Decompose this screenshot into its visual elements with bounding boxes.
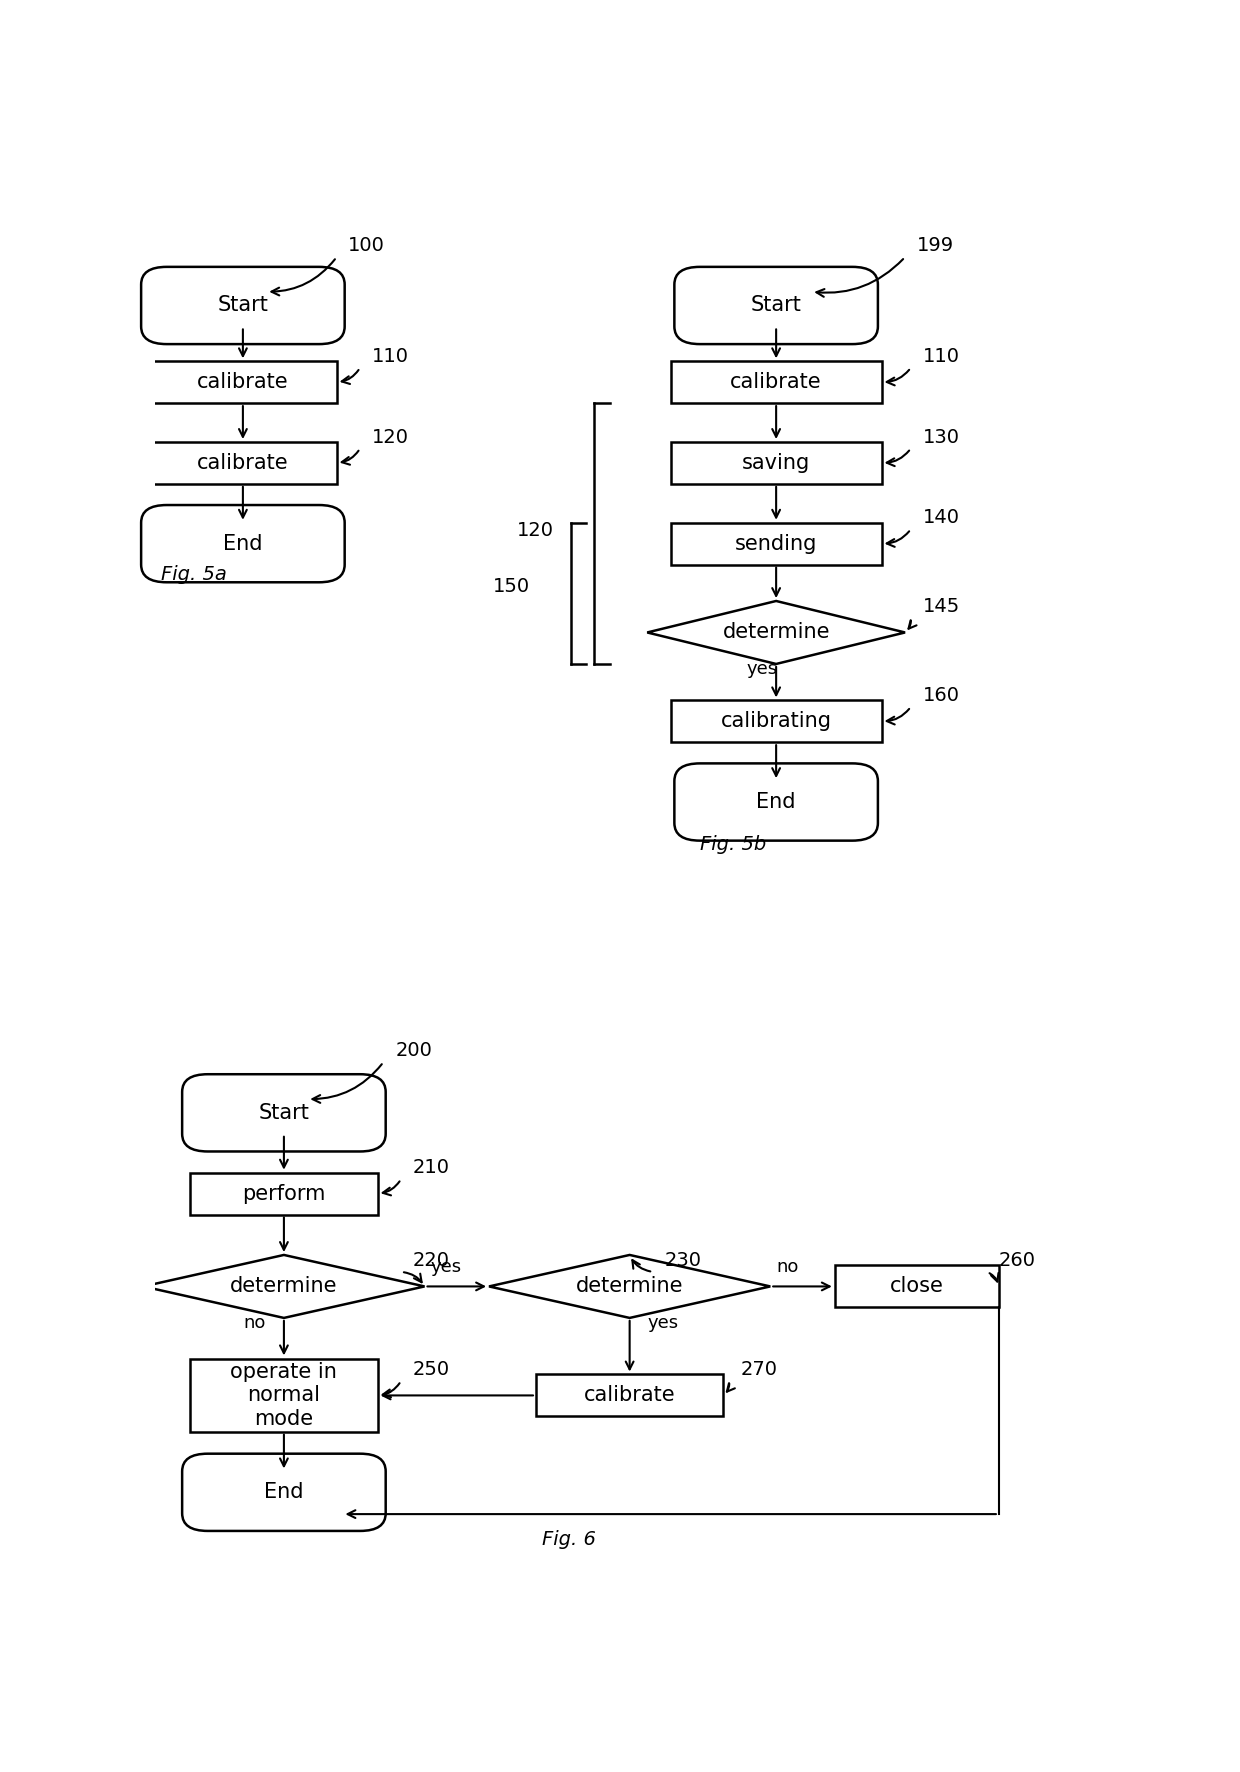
- Text: yes: yes: [430, 1258, 461, 1276]
- Text: no: no: [776, 1258, 799, 1276]
- Text: End: End: [264, 1483, 304, 1503]
- Text: calibrate: calibrate: [197, 372, 289, 392]
- Bar: [149, 441, 336, 484]
- Text: 230: 230: [665, 1251, 702, 1271]
- Text: no: no: [243, 1315, 265, 1333]
- Text: sending: sending: [735, 533, 817, 553]
- Text: saving: saving: [742, 454, 810, 473]
- Text: 200: 200: [396, 1042, 432, 1060]
- Text: calibrate: calibrate: [730, 372, 822, 392]
- Text: calibrate: calibrate: [197, 454, 289, 473]
- Bar: [671, 441, 882, 484]
- Text: calibrate: calibrate: [584, 1386, 676, 1405]
- Bar: [190, 1173, 378, 1214]
- FancyBboxPatch shape: [141, 268, 345, 344]
- Text: 140: 140: [923, 509, 960, 528]
- Bar: [835, 1265, 998, 1308]
- Bar: [536, 1375, 723, 1416]
- Text: 110: 110: [923, 347, 960, 367]
- Text: 100: 100: [348, 236, 386, 255]
- FancyBboxPatch shape: [675, 268, 878, 344]
- Polygon shape: [647, 601, 905, 664]
- Text: yes: yes: [746, 661, 777, 679]
- FancyBboxPatch shape: [141, 505, 345, 583]
- Text: End: End: [223, 533, 263, 553]
- Text: calibrating: calibrating: [720, 711, 832, 732]
- Text: close: close: [890, 1276, 944, 1297]
- Polygon shape: [144, 1255, 424, 1318]
- Text: 120: 120: [372, 427, 409, 447]
- Polygon shape: [489, 1255, 770, 1318]
- FancyBboxPatch shape: [182, 1453, 386, 1531]
- FancyBboxPatch shape: [182, 1074, 386, 1152]
- Text: 260: 260: [998, 1251, 1035, 1271]
- Text: Fig. 5b: Fig. 5b: [699, 835, 766, 854]
- Text: Start: Start: [258, 1102, 309, 1123]
- Text: perform: perform: [242, 1184, 326, 1203]
- Text: determine: determine: [723, 622, 830, 643]
- Text: End: End: [756, 792, 796, 812]
- Text: 130: 130: [923, 427, 960, 447]
- Text: determine: determine: [575, 1276, 683, 1297]
- Text: 120: 120: [517, 521, 553, 540]
- Text: Start: Start: [750, 296, 801, 315]
- Text: 199: 199: [916, 236, 954, 255]
- Bar: [671, 700, 882, 742]
- Text: 160: 160: [923, 686, 960, 705]
- Text: determine: determine: [231, 1276, 337, 1297]
- Text: 270: 270: [742, 1361, 777, 1379]
- Bar: [671, 523, 882, 565]
- Text: Fig. 6: Fig. 6: [542, 1529, 595, 1549]
- Text: operate in
normal
mode: operate in normal mode: [231, 1363, 337, 1428]
- Text: 210: 210: [413, 1159, 450, 1177]
- Bar: [190, 1359, 378, 1432]
- Text: 250: 250: [413, 1361, 450, 1379]
- Text: yes: yes: [647, 1315, 678, 1333]
- Text: Start: Start: [217, 296, 268, 315]
- Text: 145: 145: [923, 597, 960, 617]
- Bar: [149, 361, 336, 404]
- Bar: [671, 361, 882, 404]
- Text: Fig. 5a: Fig. 5a: [161, 565, 227, 585]
- Text: 220: 220: [413, 1251, 450, 1271]
- FancyBboxPatch shape: [675, 764, 878, 840]
- Text: 110: 110: [372, 347, 409, 367]
- Text: 150: 150: [492, 578, 529, 595]
